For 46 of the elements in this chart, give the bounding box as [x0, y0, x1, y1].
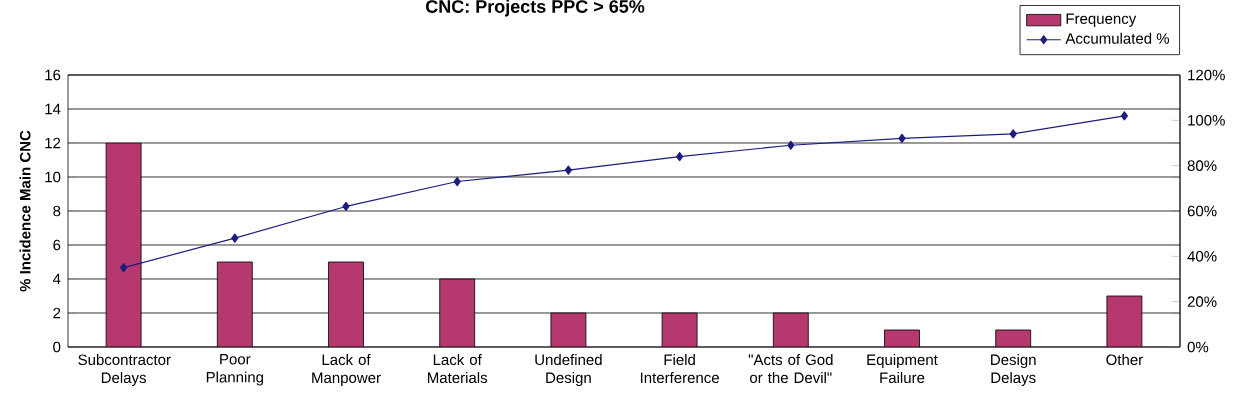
- x-tick-label: Subcontractor Delays: [78, 354, 171, 387]
- y-tick-label: 2: [53, 307, 61, 319]
- point: [342, 201, 350, 212]
- y-tick-label: 10: [45, 171, 61, 183]
- x-tick-label: "Acts of God or the Devil": [748, 354, 833, 384]
- point: [898, 133, 906, 144]
- x-tick-label: Design Delays: [991, 354, 1036, 387]
- point: [453, 176, 461, 187]
- x-tick-label: Undefined Design: [535, 354, 602, 387]
- bar: [772, 312, 809, 347]
- y-tick-label: 12: [45, 137, 61, 149]
- point: [120, 263, 128, 273]
- y-tick-label: 16: [45, 69, 61, 81]
- y2-tick-label: 0%: [1187, 341, 1209, 353]
- point: [1009, 129, 1017, 139]
- point: [564, 165, 573, 175]
- bar: [105, 142, 142, 347]
- bar: [439, 278, 476, 347]
- x-tick-label: Field Interference: [640, 354, 719, 384]
- x-tick-label: Equipment Failure: [867, 354, 938, 384]
- y2-tick-label: 120%: [1188, 69, 1225, 81]
- legend-label: Accumulated %: [1065, 32, 1170, 44]
- x-tick-label: Poor Planning: [206, 354, 264, 386]
- y2-tick-label: 20%: [1187, 296, 1217, 307]
- point: [231, 233, 239, 243]
- y-tick-label: 0: [53, 341, 61, 353]
- y-axis-title: % Incidence Main CNC: [19, 130, 31, 292]
- point: [1120, 111, 1128, 121]
- x-tick-label: Lack of Manpower: [312, 354, 381, 387]
- y-tick-label: 6: [53, 239, 61, 251]
- y2-tick-label: 60%: [1187, 205, 1217, 217]
- y2-tick-label: 40%: [1187, 251, 1217, 262]
- y-tick-label: 14: [45, 103, 61, 115]
- bar: [1106, 295, 1143, 347]
- y2-tick-label: 100%: [1188, 115, 1225, 126]
- legend-label: Frequency: [1066, 13, 1137, 27]
- y2-tick-label: 80%: [1187, 160, 1217, 171]
- y-tick-label: 8: [53, 205, 61, 217]
- x-tick-label: Other: [1106, 354, 1143, 366]
- bar: [216, 261, 253, 347]
- bar: [328, 261, 364, 347]
- point: [676, 151, 684, 162]
- point: [787, 140, 795, 150]
- y-tick-label: 4: [52, 273, 61, 285]
- chart-title: CNC: Projects PPC > 65%: [426, 0, 645, 17]
- x-tick-label: Lack of Materials: [428, 354, 488, 384]
